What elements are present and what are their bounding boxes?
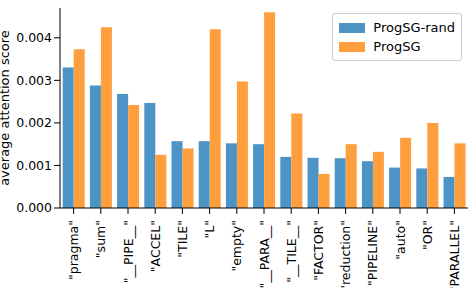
svg-text:"__PIPE__": "__PIPE__" [121, 220, 136, 283]
svg-text:"FACTOR": "FACTOR" [311, 220, 326, 281]
html-text:ProgSG-rand: ProgSG-rand [373, 20, 455, 35]
svg-text:"ACCEL": "ACCEL" [148, 220, 163, 272]
html-text:ProgSG: ProgSG [373, 39, 421, 54]
svg-text:"__PARA__": "__PARA__" [257, 220, 272, 288]
svg-text:0.004: 0.004 [16, 30, 52, 45]
svg-text:"L": "L" [202, 220, 217, 238]
svg-text:"PIPELINE": "PIPELINE" [365, 220, 380, 286]
svg-text:"empty": "empty" [229, 220, 244, 272]
svg-text:"TILE": "TILE" [175, 220, 190, 258]
svg-text:0.003: 0.003 [16, 73, 52, 88]
svg-text:0.000: 0.000 [16, 200, 52, 215]
svg-text:"pragma": "pragma" [66, 220, 81, 280]
svg-text:"reduction": "reduction" [338, 220, 353, 288]
svg-text:0.001: 0.001 [16, 158, 52, 173]
svg-text:"__TILE__": "__TILE__" [284, 220, 299, 283]
svg-text:"OR": "OR" [420, 220, 435, 250]
svg-text:"auto": "auto" [393, 220, 408, 260]
svg-text:"PARALLEL": "PARALLEL" [447, 220, 462, 288]
svg-text:"sum": "sum" [93, 220, 108, 258]
svg-text:average attention score: average attention score [8, 30, 12, 186]
svg-text:0.002: 0.002 [16, 115, 52, 130]
